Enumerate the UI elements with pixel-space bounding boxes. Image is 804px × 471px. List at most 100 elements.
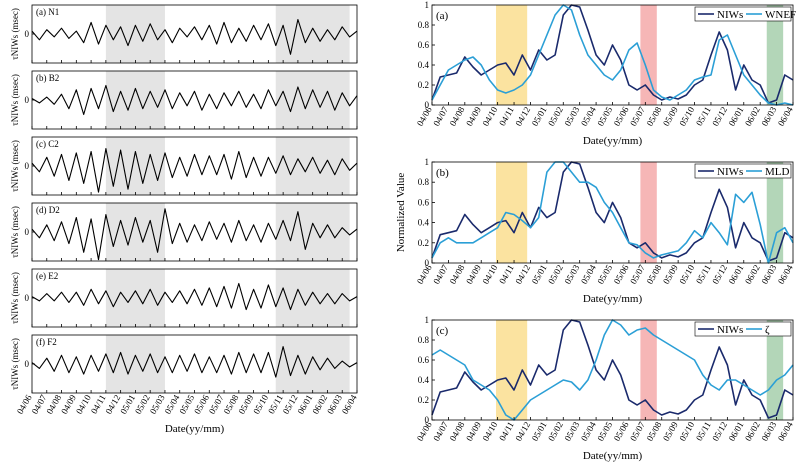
x-tick-label: 04/11 bbox=[497, 420, 516, 442]
series-line bbox=[31, 148, 358, 193]
x-tick-label: 05/11 bbox=[694, 105, 713, 127]
x-tick-label: 05/05 bbox=[595, 263, 614, 286]
x-tick-label: 05/02 bbox=[546, 105, 565, 128]
x-tick-label: 05/06 bbox=[612, 105, 631, 128]
x-tick-label: 05/07 bbox=[628, 263, 647, 286]
highlight-span bbox=[640, 5, 657, 105]
legend-label: WNEF bbox=[765, 9, 796, 21]
y-tick-label: 0 bbox=[425, 415, 430, 425]
y-tick-label: 0 bbox=[25, 95, 30, 105]
x-tick-label: 04/12 bbox=[513, 263, 532, 286]
series-line bbox=[431, 161, 794, 262]
x-tick-label: 04/08 bbox=[448, 105, 467, 128]
y-tick-label: 0 bbox=[25, 29, 30, 39]
series-line bbox=[31, 18, 358, 55]
series-line bbox=[31, 84, 358, 116]
x-tick-label: 04/10 bbox=[480, 105, 499, 128]
x-tick-label: 04/09 bbox=[464, 263, 483, 286]
legend-box bbox=[694, 163, 792, 179]
y-tick-label: 0.8 bbox=[418, 177, 430, 187]
x-tick-label: 05/08 bbox=[645, 263, 664, 286]
y-axis-label: Normalized Value bbox=[395, 173, 407, 253]
x-tick-label: 06/04 bbox=[340, 393, 359, 416]
x-tick-label: 05/12 bbox=[710, 263, 729, 286]
x-tick-label: 04/06 bbox=[415, 420, 434, 443]
x-tick-label: 06/04 bbox=[776, 420, 795, 443]
series-line bbox=[431, 4, 794, 104]
y-tick-label: 0 bbox=[25, 293, 30, 303]
series-line bbox=[431, 319, 794, 419]
panel-title: (b) bbox=[436, 167, 449, 179]
x-tick-label: 04/08 bbox=[448, 263, 467, 286]
x-tick-label: 05/04 bbox=[579, 420, 598, 443]
highlight-span bbox=[640, 162, 657, 263]
legend-label: NIWs bbox=[717, 9, 743, 21]
highlight-span bbox=[766, 162, 784, 263]
x-tick-label: 06/02 bbox=[743, 105, 762, 128]
highlight-span bbox=[275, 71, 350, 129]
highlight-span bbox=[275, 203, 350, 261]
highlight-span bbox=[105, 269, 165, 327]
highlight-span bbox=[105, 203, 165, 261]
y-tick-label: 0.2 bbox=[418, 395, 429, 405]
highlight-span bbox=[640, 320, 657, 420]
highlight-span bbox=[766, 5, 784, 105]
y-axis-label: τNIWs (msec) bbox=[10, 272, 20, 324]
y-tick-label: 0.6 bbox=[418, 197, 430, 207]
y-tick-label: 0.4 bbox=[418, 375, 430, 385]
x-axis-label: Date(yy/mm) bbox=[583, 293, 643, 305]
series-line bbox=[31, 346, 358, 378]
x-axis-label: Date(yy/mm) bbox=[583, 135, 643, 147]
x-tick-label: 05/11 bbox=[694, 420, 713, 442]
x-tick-label: 04/12 bbox=[513, 105, 532, 128]
x-tick-label: 05/10 bbox=[677, 263, 696, 286]
legend-box bbox=[694, 6, 792, 22]
x-tick-label: 05/09 bbox=[661, 420, 680, 443]
y-tick-label: 0.8 bbox=[418, 335, 430, 345]
x-tick-label: 05/09 bbox=[661, 263, 680, 286]
x-tick-label: 04/11 bbox=[497, 105, 516, 127]
y-tick-label: 0.6 bbox=[418, 40, 430, 50]
legend-label: NIWs bbox=[717, 166, 743, 178]
x-tick-label: 06/02 bbox=[743, 420, 762, 443]
highlight-span bbox=[105, 335, 165, 393]
legend-label: NIWs bbox=[717, 324, 743, 336]
y-tick-label: 0 bbox=[25, 359, 30, 369]
y-tick-label: 0 bbox=[25, 227, 30, 237]
x-tick-label: 04/06 bbox=[415, 263, 434, 286]
highlight-span bbox=[766, 320, 784, 420]
y-tick-label: 1 bbox=[425, 315, 430, 325]
panel-title: (a) bbox=[436, 10, 449, 22]
x-tick-label: 05/11 bbox=[694, 263, 713, 285]
y-tick-label: 1 bbox=[425, 0, 430, 10]
x-tick-label: 05/01 bbox=[530, 263, 549, 286]
x-tick-label: 04/11 bbox=[497, 263, 516, 285]
panel-title: (e) E2 bbox=[36, 271, 58, 281]
series-line bbox=[431, 161, 794, 264]
x-tick-label: 05/12 bbox=[710, 105, 729, 128]
x-tick-label: 04/09 bbox=[464, 420, 483, 443]
x-tick-label: 05/02 bbox=[546, 420, 565, 443]
x-tick-label: 05/01 bbox=[530, 420, 549, 443]
x-tick-label: 04/12 bbox=[513, 420, 532, 443]
x-tick-label: 05/07 bbox=[628, 105, 647, 128]
x-tick-label: 05/04 bbox=[579, 105, 598, 128]
panel-title: (d) D2 bbox=[36, 205, 60, 215]
series-line bbox=[431, 4, 794, 106]
x-axis-label: Date(yy/mm) bbox=[165, 423, 225, 435]
y-tick-label: 0 bbox=[425, 258, 430, 268]
x-tick-label: 05/03 bbox=[562, 420, 581, 443]
y-axis-label: τNIWs (msec) bbox=[10, 206, 20, 258]
y-tick-label: 1 bbox=[425, 157, 430, 167]
x-tick-label: 05/10 bbox=[677, 105, 696, 128]
highlight-span bbox=[275, 5, 350, 63]
x-tick-label: 05/06 bbox=[612, 263, 631, 286]
highlight-span bbox=[105, 71, 165, 129]
x-tick-label: 06/04 bbox=[776, 263, 795, 286]
x-tick-label: 04/06 bbox=[415, 105, 434, 128]
y-axis-label: τNIWs (msec) bbox=[10, 8, 20, 60]
x-tick-label: 04/10 bbox=[480, 420, 499, 443]
panel-title: (c) C2 bbox=[36, 139, 59, 149]
x-tick-label: 04/09 bbox=[464, 105, 483, 128]
